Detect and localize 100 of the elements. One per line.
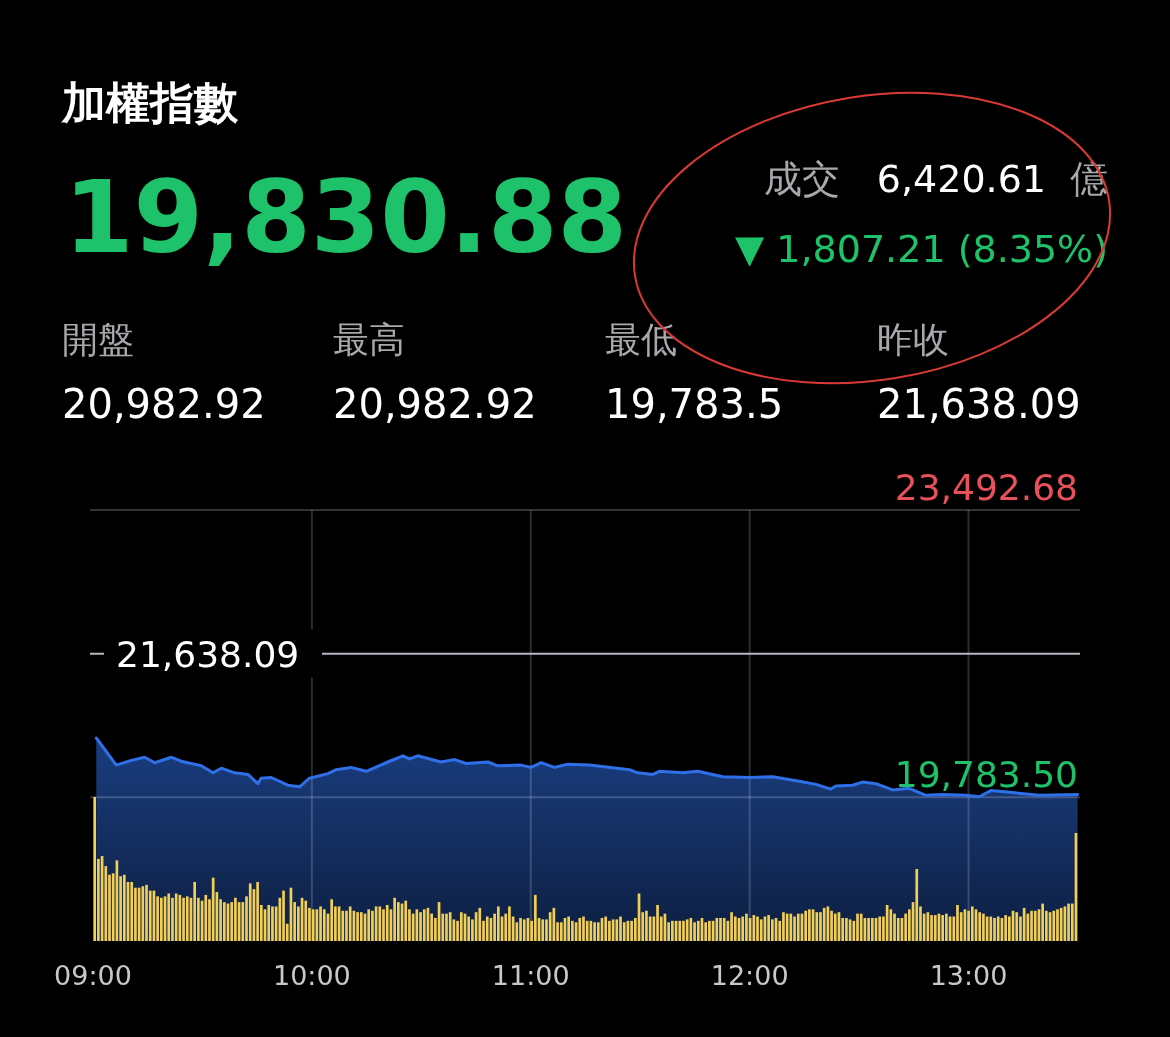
bar [808,909,811,941]
bar [682,920,685,941]
text: 最高 [333,319,405,360]
x-tick-label: 09:00 [54,960,132,991]
bar [445,913,448,941]
text: 昨收 [877,319,949,360]
x-tick-label: 10:00 [272,960,351,991]
bar [256,881,259,941]
bar [1030,910,1033,941]
bar [541,919,545,941]
bar [496,906,500,941]
bar [715,917,719,941]
bar [448,912,452,941]
bar [382,909,385,941]
text: 19,783.5 [605,381,784,427]
bar [845,917,848,941]
bar [615,919,619,941]
bar [604,916,608,941]
bar [671,920,674,941]
bar [404,900,408,941]
bar [422,909,426,941]
bar [1004,915,1007,941]
bar [348,906,352,941]
bar [585,920,589,941]
bar [485,916,489,941]
bar [782,912,785,941]
bar [130,881,134,941]
bar [271,906,274,941]
bar [282,890,285,941]
bar [930,915,933,941]
bar [522,919,526,941]
bar [519,917,522,941]
bar [378,906,382,941]
bar [367,909,371,941]
x-tick-label: 11:00 [491,960,570,991]
bar [1056,909,1059,941]
bar [1033,910,1037,941]
bar [982,913,985,941]
bar [385,905,389,941]
bar [1052,910,1056,941]
bar [956,905,959,941]
bar [822,907,826,941]
bar [993,917,996,941]
bar [693,922,696,941]
bar [856,913,859,941]
bar [645,910,648,941]
bar [833,913,837,941]
bar [578,917,582,941]
bar [745,913,748,941]
bar [145,884,148,941]
bar [204,894,208,941]
bar [304,900,308,941]
bar [771,919,774,941]
text: 成交 [764,157,840,201]
bar [322,909,326,941]
bar [167,893,171,941]
bar [819,912,822,941]
bar [1015,912,1019,941]
text: 最低 [605,319,677,360]
bar [559,922,563,941]
x-tick-label: 13:00 [929,960,1008,991]
bar [185,896,189,941]
bar [878,916,882,941]
text: 開盤 [62,319,134,360]
bar [141,886,145,941]
bar [93,797,97,941]
bar [630,920,633,941]
bar [459,912,463,941]
bar [996,916,1000,941]
bar [193,881,196,941]
bar [1041,903,1044,941]
bar [593,922,596,941]
bar [608,920,611,941]
bar [804,910,807,941]
bar [696,920,700,941]
bar [230,902,234,941]
bar [867,917,870,941]
bar [467,916,471,941]
bar [870,917,874,941]
bar [708,920,711,941]
bar [182,897,185,941]
bar [678,920,682,941]
bar [719,917,722,941]
bar [267,905,271,941]
text: 19,830.88 [64,159,628,276]
bar [534,894,537,941]
bar [319,906,322,941]
bar [730,912,733,941]
bar [359,912,363,941]
bar [596,922,600,941]
bar [793,916,796,941]
bar [222,902,226,941]
bar [619,916,622,941]
bar [796,913,800,941]
text: 加權指數 [60,77,239,128]
text: 20,982.92 [333,381,537,427]
bar [311,909,315,941]
text: 20,982.92 [62,381,266,427]
bar [815,912,819,941]
bar [722,917,726,941]
